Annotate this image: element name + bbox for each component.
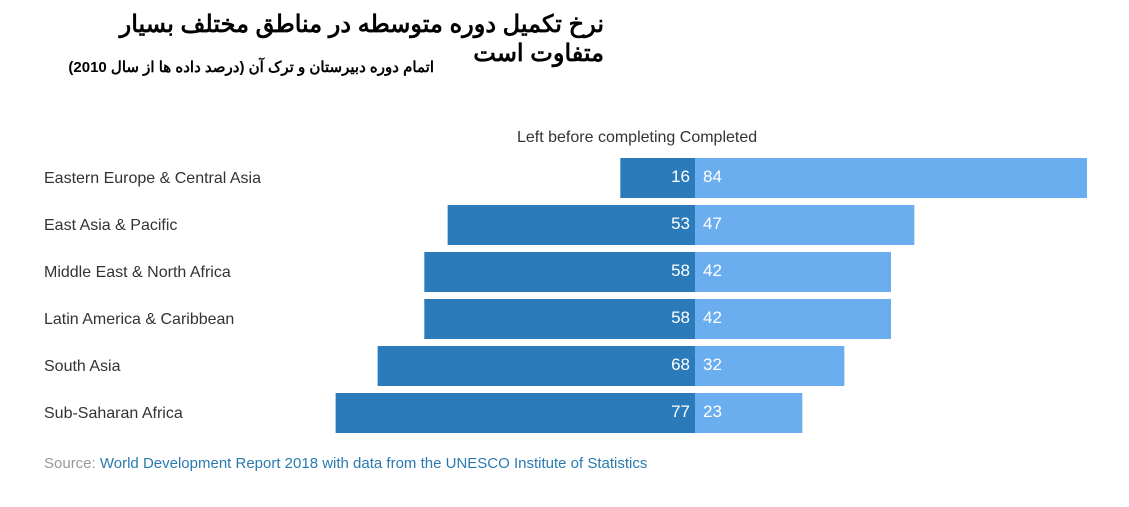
bar-completed (695, 158, 1088, 198)
bar-completed (695, 252, 892, 292)
legend: Left before completing Completed (517, 129, 758, 146)
data-label-completed: 84 (703, 167, 722, 186)
chart-title: نرخ تکمیل دوره متوسطه در مناطق مختلف بسی… (119, 11, 604, 67)
bar-left-before-completing (424, 299, 695, 339)
bar-left-before-completing (620, 158, 695, 198)
data-label-completed: 42 (703, 308, 722, 327)
data-label-completed: 32 (703, 355, 722, 374)
data-label-left: 58 (671, 308, 690, 327)
data-label-completed: 47 (703, 214, 722, 233)
source-label: Source: (44, 455, 96, 472)
bar-completed (695, 299, 892, 339)
data-label-left: 53 (671, 214, 690, 233)
category-label: Eastern Europe & Central Asia (44, 170, 261, 187)
category-label: South Asia (44, 358, 121, 375)
bar-left-before-completing (424, 252, 695, 292)
bar-left-before-completing (377, 346, 695, 386)
data-label-left: 68 (671, 355, 690, 374)
source-note: Source: World Development Report 2018 wi… (44, 455, 647, 472)
category-label: East Asia & Pacific (44, 217, 177, 234)
data-label-completed: 42 (703, 261, 722, 280)
data-label-left: 77 (671, 402, 690, 421)
bar-completed (695, 205, 915, 245)
bar-left-before-completing (335, 393, 695, 433)
bar-completed (695, 346, 845, 386)
category-label: Middle East & North Africa (44, 264, 231, 281)
source-link[interactable]: World Development Report 2018 with data … (99, 455, 648, 472)
data-label-left: 16 (671, 167, 690, 186)
bar-left-before-completing (447, 205, 695, 245)
data-label-completed: 23 (703, 402, 722, 421)
bar-chart: Eastern Europe & Central Asia 16 84 East As… (44, 158, 1088, 433)
category-label: Latin America & Caribbean (44, 311, 234, 328)
bar-completed (695, 393, 803, 433)
data-label-left: 58 (671, 261, 690, 280)
category-label: Sub-Saharan Africa (44, 405, 183, 422)
chart-subtitle: اتمام دوره دبیرستان و ترک آن (درصد داده … (68, 59, 434, 76)
